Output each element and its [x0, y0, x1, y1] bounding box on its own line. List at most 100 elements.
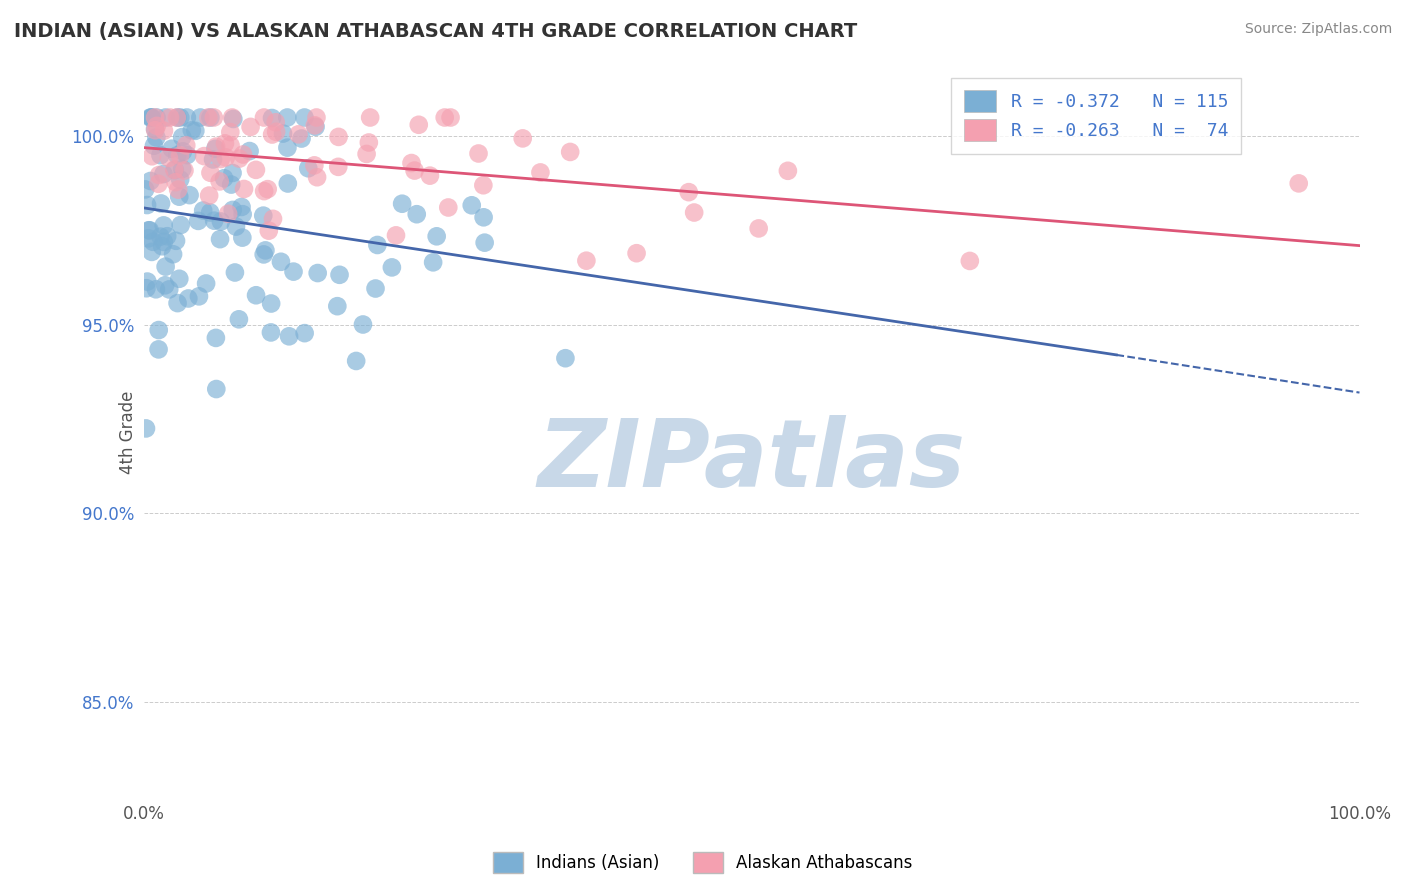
Point	[136, 275, 159, 289]
Point	[205, 382, 228, 396]
Point	[472, 178, 495, 193]
Point	[163, 162, 186, 177]
Point	[437, 201, 460, 215]
Point	[276, 141, 298, 155]
Point	[364, 281, 387, 295]
Point	[344, 354, 367, 368]
Point	[262, 128, 284, 142]
Point	[145, 282, 167, 296]
Point	[200, 111, 222, 125]
Point	[474, 235, 496, 250]
Point	[160, 142, 183, 156]
Point	[153, 123, 176, 137]
Point	[145, 111, 167, 125]
Point	[163, 163, 186, 178]
Point	[326, 299, 349, 313]
Point	[222, 112, 245, 126]
Point	[419, 169, 441, 183]
Point	[748, 221, 770, 235]
Point	[188, 289, 211, 303]
Point	[208, 174, 231, 188]
Point	[190, 111, 212, 125]
Point	[307, 266, 329, 280]
Point	[245, 288, 267, 302]
Point	[257, 224, 280, 238]
Point	[252, 209, 274, 223]
Point	[352, 318, 374, 332]
Point	[148, 168, 170, 182]
Point	[135, 281, 157, 295]
Point	[155, 260, 177, 274]
Point	[176, 111, 198, 125]
Point	[260, 111, 283, 125]
Point	[167, 183, 190, 197]
Point	[233, 182, 256, 196]
Y-axis label: 4th Grade: 4th Grade	[120, 391, 136, 474]
Point	[153, 235, 176, 249]
Point	[172, 161, 194, 176]
Point	[149, 148, 172, 162]
Point	[433, 111, 456, 125]
Point	[146, 119, 169, 133]
Point	[152, 219, 174, 233]
Point	[422, 255, 444, 269]
Point	[205, 139, 228, 153]
Point	[176, 148, 198, 162]
Point	[136, 198, 159, 212]
Point	[169, 218, 191, 232]
Point	[224, 265, 246, 279]
Point	[222, 202, 245, 217]
Point	[359, 111, 381, 125]
Point	[277, 177, 299, 191]
Point	[150, 239, 173, 253]
Point	[143, 123, 166, 137]
Point	[187, 214, 209, 228]
Point	[159, 111, 181, 125]
Point	[262, 211, 284, 226]
Point	[264, 115, 287, 129]
Point	[560, 145, 582, 159]
Point	[141, 244, 163, 259]
Point	[150, 196, 173, 211]
Point	[357, 136, 380, 150]
Point	[260, 326, 283, 340]
Point	[276, 111, 298, 125]
Point	[148, 177, 170, 191]
Point	[165, 234, 187, 248]
Point	[219, 138, 242, 153]
Text: INDIAN (ASIAN) VS ALASKAN ATHABASCAN 4TH GRADE CORRELATION CHART: INDIAN (ASIAN) VS ALASKAN ATHABASCAN 4TH…	[14, 22, 858, 41]
Point	[328, 129, 350, 144]
Point	[439, 111, 461, 125]
Point	[200, 166, 222, 180]
Point	[138, 231, 160, 245]
Point	[215, 150, 238, 164]
Point	[195, 277, 218, 291]
Point	[381, 260, 404, 275]
Text: Source: ZipAtlas.com: Source: ZipAtlas.com	[1244, 22, 1392, 37]
Point	[512, 131, 534, 145]
Point	[260, 296, 283, 310]
Point	[959, 254, 981, 268]
Point	[162, 247, 184, 261]
Point	[328, 268, 350, 282]
Point	[139, 223, 162, 237]
Point	[405, 207, 427, 221]
Point	[148, 343, 170, 357]
Point	[304, 158, 326, 172]
Point	[253, 111, 276, 125]
Point	[219, 125, 242, 139]
Legend: Indians (Asian), Alaskan Athabascans: Indians (Asian), Alaskan Athabascans	[486, 846, 920, 880]
Point	[205, 331, 228, 345]
Point	[142, 235, 165, 249]
Point	[270, 254, 292, 268]
Point	[142, 138, 165, 153]
Point	[683, 205, 706, 219]
Point	[253, 247, 276, 261]
Point	[173, 163, 195, 178]
Point	[202, 153, 225, 167]
Point	[155, 111, 177, 125]
Point	[134, 182, 156, 196]
Point	[307, 170, 329, 185]
Point	[169, 148, 191, 162]
Point	[264, 125, 287, 139]
